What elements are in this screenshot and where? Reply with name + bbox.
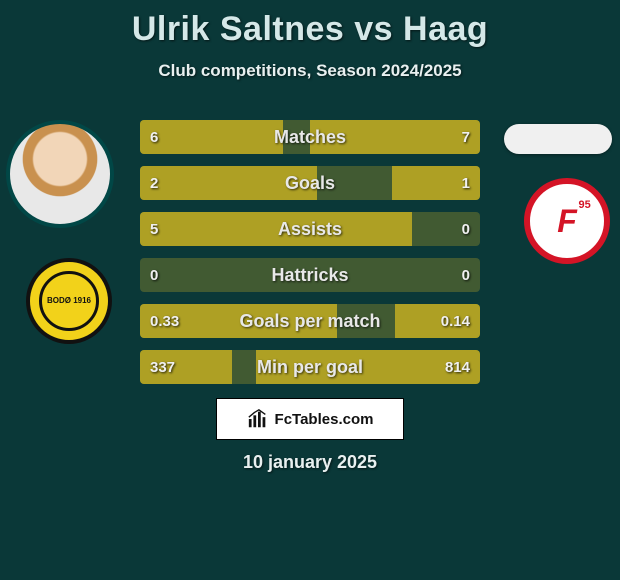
stat-row: 50Assists xyxy=(140,212,480,246)
page-title: Ulrik Saltnes vs Haag xyxy=(0,0,620,49)
club-right-logo: F 95 xyxy=(524,178,610,264)
brand-box: FcTables.com xyxy=(216,398,404,440)
bar-left xyxy=(140,212,412,246)
brand-text: FcTables.com xyxy=(275,411,374,428)
stats-area: 67Matches21Goals50Assists00Hattricks0.33… xyxy=(140,120,480,396)
bar-left xyxy=(140,166,317,200)
player-left-avatar xyxy=(6,120,114,228)
subtitle: Club competitions, Season 2024/2025 xyxy=(0,61,620,81)
stat-row: 0.330.14Goals per match xyxy=(140,304,480,338)
stat-row: 67Matches xyxy=(140,120,480,154)
bar-left xyxy=(140,120,283,154)
club-left-logo: BODØ 1916 xyxy=(26,258,112,344)
stat-label: Hattricks xyxy=(140,258,480,292)
stat-row: 21Goals xyxy=(140,166,480,200)
stat-row: 0 0Hattricks xyxy=(140,258,480,292)
bar-right xyxy=(256,350,480,384)
bar-left xyxy=(140,304,337,338)
stat-value-right: 0 xyxy=(462,212,470,246)
chart-icon xyxy=(247,408,269,430)
club-right-sup: 95 xyxy=(579,199,591,211)
stat-row: 337814Min per goal xyxy=(140,350,480,384)
bar-right xyxy=(392,166,480,200)
club-left-text: BODØ 1916 xyxy=(39,271,99,331)
stat-value-left: 0 xyxy=(150,258,158,292)
bar-right xyxy=(310,120,480,154)
player-right-placeholder xyxy=(504,124,612,154)
club-right-letter-text: F xyxy=(557,203,577,239)
stat-value-right: 0 xyxy=(462,258,470,292)
bar-right xyxy=(395,304,480,338)
club-right-letter: F 95 xyxy=(557,203,577,240)
date-line: 10 january 2025 xyxy=(0,452,620,473)
bar-left xyxy=(140,350,232,384)
